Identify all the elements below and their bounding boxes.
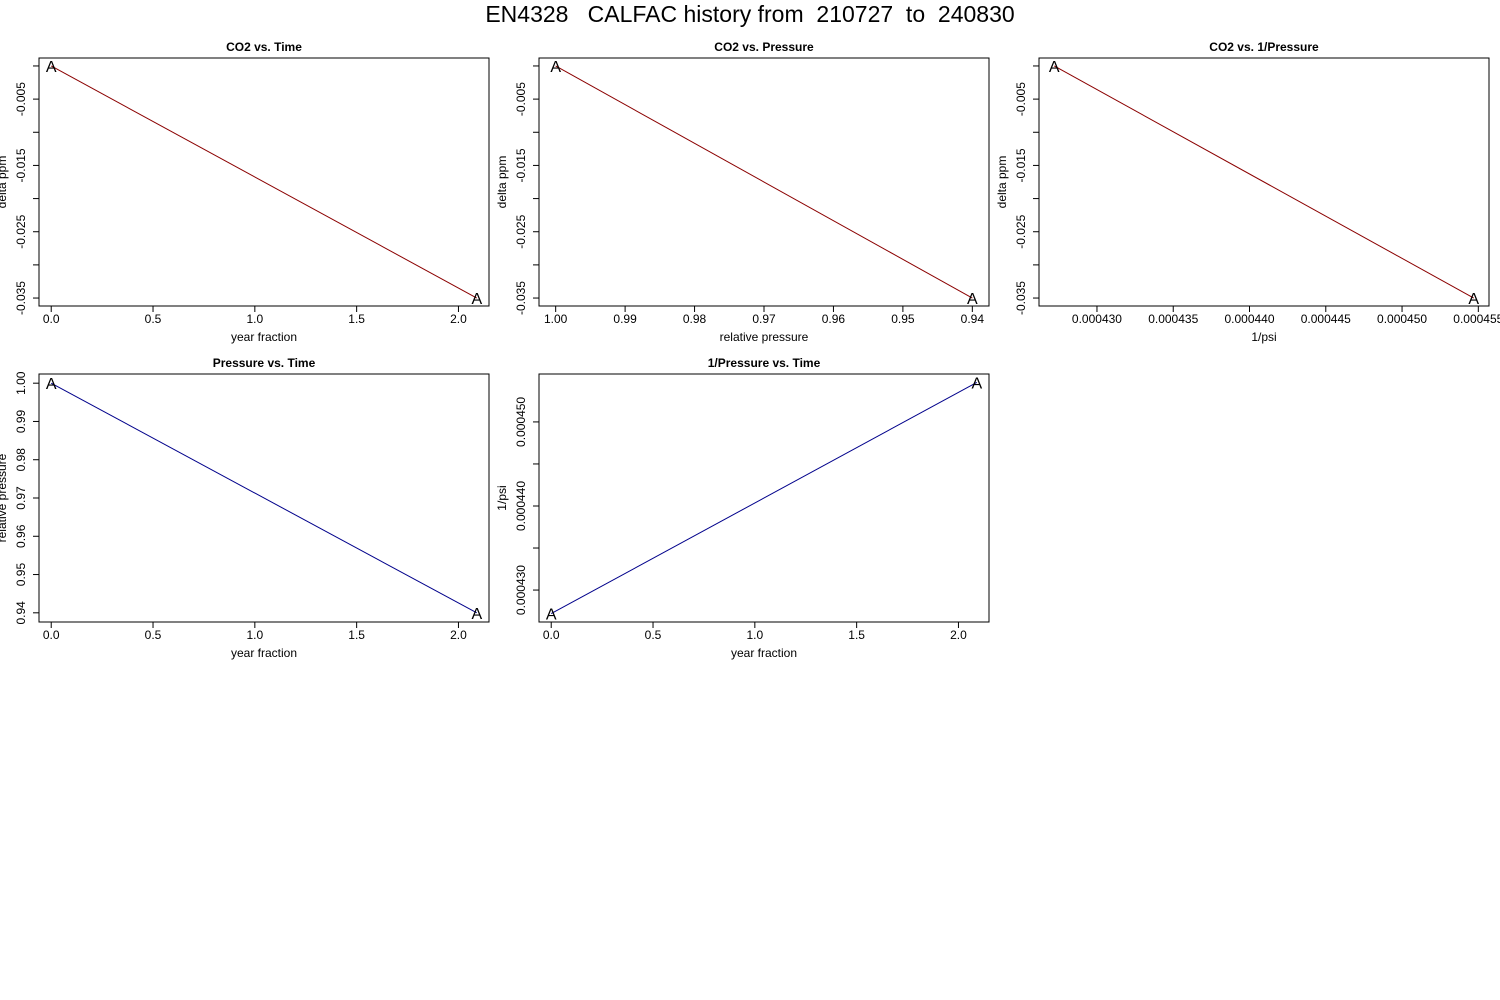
x-tick-label: 1.5 xyxy=(348,628,365,642)
chart-title: CO2 vs. Time xyxy=(226,40,302,54)
x-tick-label: 2.0 xyxy=(950,628,967,642)
y-axis-label: relative pressure xyxy=(0,453,9,542)
series-line xyxy=(1054,65,1474,299)
y-tick-label: -0.015 xyxy=(14,148,28,182)
data-point-marker: A xyxy=(1468,291,1479,308)
y-tick-label: -0.005 xyxy=(514,82,528,116)
y-tick-label: 0.000430 xyxy=(514,565,528,615)
y-axis-label: delta ppm xyxy=(995,156,1009,209)
x-tick-label: 0.000440 xyxy=(1224,312,1274,326)
y-tick-label: -0.015 xyxy=(1014,148,1028,182)
y-tick-label: -0.035 xyxy=(1014,281,1028,315)
y-tick-label: 0.000440 xyxy=(514,481,528,531)
data-point-marker: A xyxy=(971,375,982,392)
y-tick-label: -0.005 xyxy=(1014,82,1028,116)
x-tick-label: 1.0 xyxy=(246,628,263,642)
data-point-marker: A xyxy=(46,59,57,76)
plot-frame xyxy=(38,57,490,307)
x-tick-label: 0.99 xyxy=(613,312,637,326)
chart-title: Pressure vs. Time xyxy=(213,356,316,370)
x-tick-label: 0.0 xyxy=(43,312,60,326)
x-tick-label: 0.000435 xyxy=(1148,312,1198,326)
y-axis-label: 1/psi xyxy=(495,485,509,510)
data-point-marker: A xyxy=(471,291,482,308)
x-tick-label: 0.000445 xyxy=(1301,312,1351,326)
x-tick-label: 0.000455 xyxy=(1453,312,1500,326)
y-tick-label: -0.025 xyxy=(514,214,528,248)
y-tick-label: 1.00 xyxy=(14,371,28,395)
y-tick-label: 0.99 xyxy=(14,409,28,433)
y-axis-label: delta ppm xyxy=(495,156,509,209)
x-axis-label: year fraction xyxy=(231,646,297,660)
y-tick-label: -0.025 xyxy=(14,214,28,248)
y-tick-label: -0.005 xyxy=(14,82,28,116)
y-tick-label: 0.94 xyxy=(14,601,28,625)
data-point-marker: A xyxy=(546,607,557,624)
page-title: EN4328 CALFAC history from 210727 to 240… xyxy=(485,1,1015,27)
x-axis-label: year fraction xyxy=(231,330,297,344)
y-tick-label: 0.97 xyxy=(14,486,28,510)
data-point-marker: A xyxy=(550,59,561,76)
data-point-marker: A xyxy=(967,291,978,308)
chart-title: 1/Pressure vs. Time xyxy=(708,356,821,370)
plot-frame xyxy=(1038,57,1490,307)
series-line xyxy=(50,65,478,299)
x-tick-label: 1.5 xyxy=(348,312,365,326)
x-tick-label: 0.5 xyxy=(145,312,162,326)
series-line xyxy=(555,65,973,299)
plot-frame xyxy=(538,373,990,623)
y-axis-label: delta ppm xyxy=(0,156,9,209)
x-tick-label: 0.98 xyxy=(683,312,707,326)
x-tick-label: 0.95 xyxy=(891,312,915,326)
chart-title: CO2 vs. Pressure xyxy=(714,40,814,54)
x-tick-label: 0.000430 xyxy=(1072,312,1122,326)
x-tick-label: 1.0 xyxy=(746,628,763,642)
y-tick-label: -0.035 xyxy=(14,281,28,315)
y-tick-label: 0.96 xyxy=(14,524,28,548)
chart-panel: CO2 vs. 1/Pressure 0.000430 0.000435 0.0004… xyxy=(995,40,1500,344)
x-tick-label: 1.00 xyxy=(544,312,568,326)
y-tick-label: 0.98 xyxy=(14,448,28,472)
x-tick-label: 2.0 xyxy=(450,312,467,326)
series-line xyxy=(50,382,478,614)
y-tick-label: -0.035 xyxy=(514,281,528,315)
chart-panel: CO2 vs. Time 0.0 0.5 1.0 1.5 2.0 -0.035 -0.025 -… xyxy=(0,40,490,344)
chart-panel: Pressure vs. Time 0.0 0.5 1.0 1.5 2.0 0.94 0.95… xyxy=(0,356,490,660)
chart-panel: 1/Pressure vs. Time 0.0 0.5 1.0 1.5 2.0 0.0004… xyxy=(495,356,990,660)
x-tick-label: 1.0 xyxy=(246,312,263,326)
x-tick-label: 0.0 xyxy=(543,628,560,642)
data-point-marker: A xyxy=(46,376,57,393)
x-tick-label: 0.5 xyxy=(645,628,662,642)
x-tick-label: 0.0 xyxy=(43,628,60,642)
x-tick-label: 0.5 xyxy=(145,628,162,642)
y-tick-label: 0.000450 xyxy=(514,397,528,447)
y-tick-label: -0.015 xyxy=(514,148,528,182)
data-point-marker: A xyxy=(471,606,482,623)
x-tick-label: 0.94 xyxy=(961,312,985,326)
x-tick-label: 0.000450 xyxy=(1377,312,1427,326)
x-axis-label: relative pressure xyxy=(720,330,809,344)
x-tick-label: 0.96 xyxy=(822,312,846,326)
x-axis-label: 1/psi xyxy=(1251,330,1276,344)
y-tick-label: -0.025 xyxy=(1014,214,1028,248)
x-tick-label: 0.97 xyxy=(752,312,776,326)
chart-title: CO2 vs. 1/Pressure xyxy=(1209,40,1319,54)
y-tick-label: 0.95 xyxy=(14,563,28,587)
data-point-marker: A xyxy=(1049,59,1060,76)
x-axis-label: year fraction xyxy=(731,646,797,660)
x-tick-label: 1.5 xyxy=(848,628,865,642)
chart-panel: CO2 vs. Pressure 1.00 0.99 0.98 0.97 0.96 0.95… xyxy=(495,40,990,344)
x-tick-label: 2.0 xyxy=(450,628,467,642)
series-line xyxy=(550,381,978,615)
